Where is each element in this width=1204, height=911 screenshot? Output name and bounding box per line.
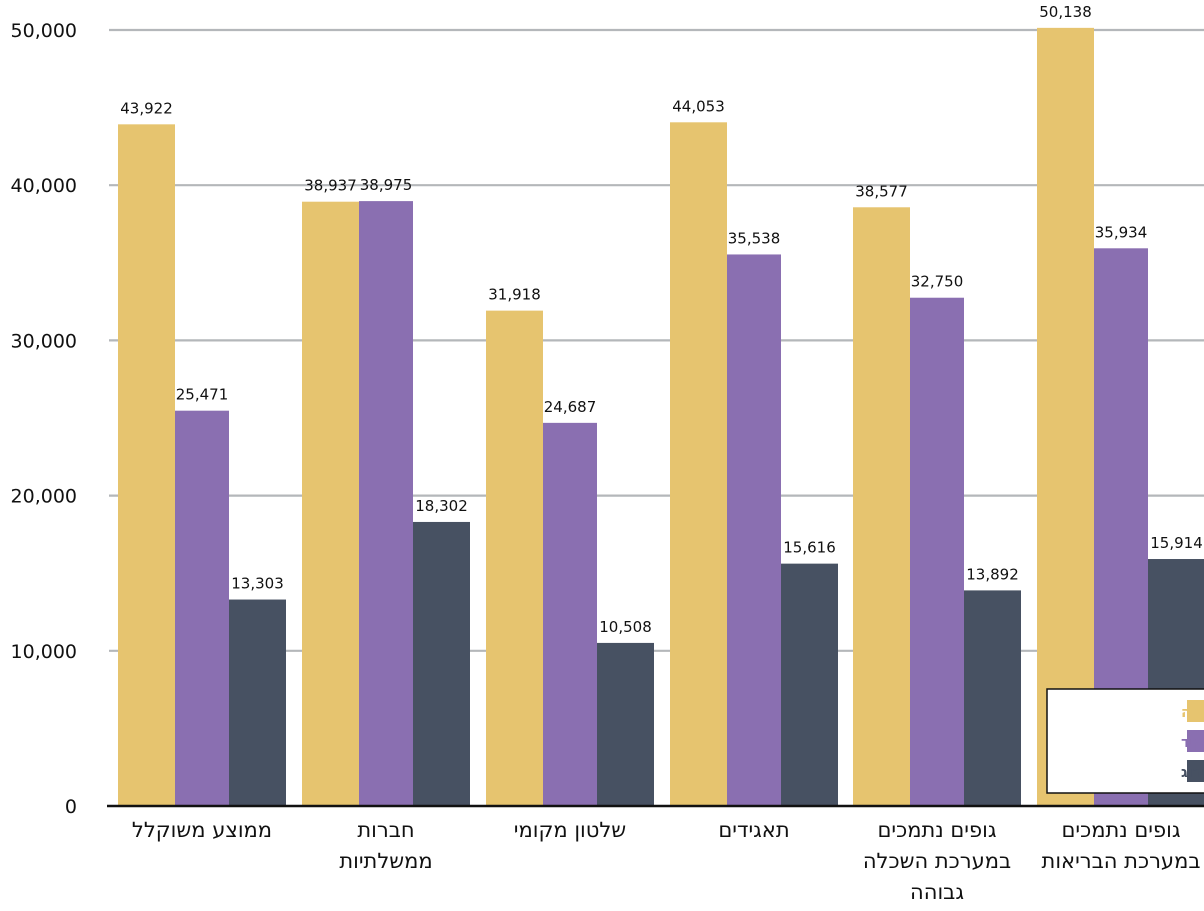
data-label: 43,922 [120, 99, 173, 117]
bar [964, 590, 1021, 806]
bar [359, 201, 413, 806]
y-tick-label: 50,000 [11, 20, 77, 42]
y-tick-label: 10,000 [11, 641, 77, 663]
data-label: 10,508 [599, 618, 652, 636]
bar [670, 122, 727, 807]
bars [118, 27, 1204, 807]
data-label: 50,138 [1039, 3, 1092, 21]
category-label: גופים נתמכים [877, 818, 996, 842]
legend-swatch [1187, 700, 1204, 722]
category-label: גופים נתמכים [1061, 818, 1180, 842]
bar [910, 297, 964, 806]
bar [597, 642, 654, 806]
bar [853, 207, 910, 806]
data-label: 31,918 [488, 286, 541, 304]
bar [543, 422, 597, 806]
category-label: תאגידים [718, 818, 789, 842]
legend-swatch [1187, 730, 1204, 752]
y-tick-label: 30,000 [11, 330, 77, 352]
data-label: 38,937 [304, 177, 357, 195]
data-label: 32,750 [911, 273, 964, 291]
bar [781, 563, 838, 806]
data-label: 13,892 [966, 565, 1019, 583]
data-label: 13,303 [231, 575, 284, 593]
category-label: ממשלתיות [339, 849, 432, 873]
data-label: 24,687 [544, 398, 597, 416]
legend-label: עובדי דירוג [1181, 763, 1204, 781]
bar [118, 124, 175, 806]
legend-box [1046, 688, 1204, 794]
legend-swatch [1187, 760, 1204, 782]
bar [486, 310, 543, 806]
y-axis-tick-labels: 0 10,000 20,000 30,000 40,000 50,000 [11, 20, 77, 818]
bar [229, 599, 286, 806]
data-label: 38,577 [855, 182, 908, 200]
gridlines [109, 28, 1204, 652]
category-label: ממוצע משוקלל [132, 818, 272, 842]
category-label: גבוהה [910, 880, 964, 904]
category-label: במערכת הבריאות [1042, 849, 1201, 873]
data-label: 18,302 [415, 497, 468, 515]
data-label: 15,914 [1150, 534, 1203, 552]
data-label: 25,471 [176, 386, 229, 404]
bar [413, 521, 470, 806]
data-labels: 43,922 38,937 31,918 44,053 38,577 50,138 25,4… [120, 3, 1203, 636]
y-tick-label: 40,000 [11, 175, 77, 197]
data-label: 35,538 [728, 229, 781, 247]
category-label: שלטון מקומי [514, 818, 626, 842]
bar [1037, 27, 1094, 807]
category-label: חברות [357, 818, 414, 842]
data-label: 15,616 [783, 539, 836, 557]
legend: בעלי שכר גבוה בעלי תפקיד עובדי דירוג [1046, 688, 1204, 794]
legend-label: בעלי תפקיד [1181, 733, 1204, 751]
category-label: במערכת השכלה [863, 849, 1011, 873]
data-label: 38,975 [360, 176, 413, 194]
data-label: 35,934 [1095, 223, 1148, 241]
bar [175, 410, 229, 806]
bar [302, 201, 359, 806]
bar [727, 254, 781, 806]
y-tick-label: 20,000 [11, 486, 77, 508]
data-label: 44,053 [672, 97, 725, 115]
category-labels: ממוצע משוקלל חברות ממשלתיות שלטון מקומי תאגי… [132, 818, 1201, 904]
y-tick-label: 0 [65, 796, 77, 818]
legend-label: בעלי שכר גבוה [1181, 703, 1204, 721]
